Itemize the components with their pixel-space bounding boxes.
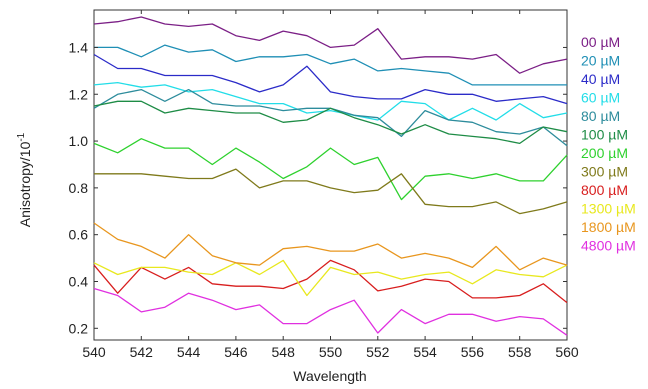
y-tick-label: 0.4 (69, 273, 89, 289)
legend-entry: 800 µM (581, 182, 628, 198)
x-axis-label: Wavelength (293, 368, 366, 384)
x-tick-label: 556 (461, 344, 485, 360)
series-lines (93, 16, 568, 336)
x-tick-label: 548 (272, 344, 296, 360)
series-line-800m (93, 259, 568, 304)
y-tick-label: 1.2 (69, 86, 89, 102)
plot-frame (93, 9, 568, 341)
y-axis-label: Anisotropy/10-1 (16, 132, 33, 227)
y-tick-label: 0.2 (69, 320, 89, 336)
legend-entry: 1800 µM (581, 219, 636, 235)
series-line-40m (93, 53, 568, 105)
legend: 00 µM 20 µM 40 µM 60 µM 80 µM 100 µM 200 µM 300… (581, 34, 636, 254)
series-line-1300m (93, 259, 568, 297)
legend-entry: 100 µM (581, 127, 628, 143)
legend-entry: 20 µM (581, 53, 620, 69)
series-line-60m (93, 81, 568, 121)
legend-entry: 300 µM (581, 164, 628, 180)
y-tick-label: 1.4 (69, 39, 89, 55)
series-line-1800m (93, 222, 568, 271)
x-tick-label: 550 (319, 344, 343, 360)
legend-entry: 1300 µM (581, 201, 636, 217)
x-tick-label: 546 (224, 344, 248, 360)
x-axis-ticks: 540 542 544 546 548 550 552 554 556 558 560 (82, 10, 579, 360)
series-line-20m (94, 44, 567, 86)
y-tick-label: 0.6 (69, 227, 89, 243)
x-tick-label: 558 (508, 344, 532, 360)
series-line-100m (93, 100, 568, 145)
legend-entry: 00 µM (581, 34, 620, 50)
y-axis-label-text: Anisotropy/10 (17, 141, 33, 227)
y-tick-label: 1.0 (69, 133, 89, 149)
y-axis-label-exponent: -1 (16, 132, 27, 141)
legend-entry: 4800 µM (581, 238, 636, 254)
series-line-300m (94, 168, 568, 215)
y-axis-ticks: 0.2 0.4 0.6 0.8 1.0 1.2 1.4 (69, 39, 567, 336)
x-tick-label: 542 (130, 344, 154, 360)
x-tick-label: 540 (82, 344, 106, 360)
series-line-4800m (93, 287, 568, 336)
legend-entry: 40 µM (581, 71, 620, 87)
x-tick-label: 554 (413, 344, 437, 360)
legend-entry: 200 µM (581, 145, 628, 161)
legend-entry: 80 µM (581, 108, 620, 124)
series-line-00m (93, 16, 568, 74)
x-tick-label: 552 (366, 344, 390, 360)
x-tick-label: 560 (555, 344, 579, 360)
legend-entry: 60 µM (581, 90, 620, 106)
series-line-200m (93, 138, 568, 201)
y-tick-label: 0.8 (69, 180, 89, 196)
x-tick-label: 544 (177, 344, 201, 360)
